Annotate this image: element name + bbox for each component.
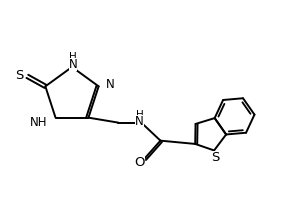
Text: S: S [211, 151, 219, 164]
Text: NH: NH [30, 116, 47, 129]
Text: H: H [69, 52, 77, 62]
Text: O: O [134, 156, 145, 169]
Text: H: H [136, 110, 143, 120]
Text: N: N [135, 115, 144, 128]
Text: S: S [15, 69, 24, 82]
Text: N: N [106, 78, 114, 91]
Text: N: N [69, 58, 77, 71]
